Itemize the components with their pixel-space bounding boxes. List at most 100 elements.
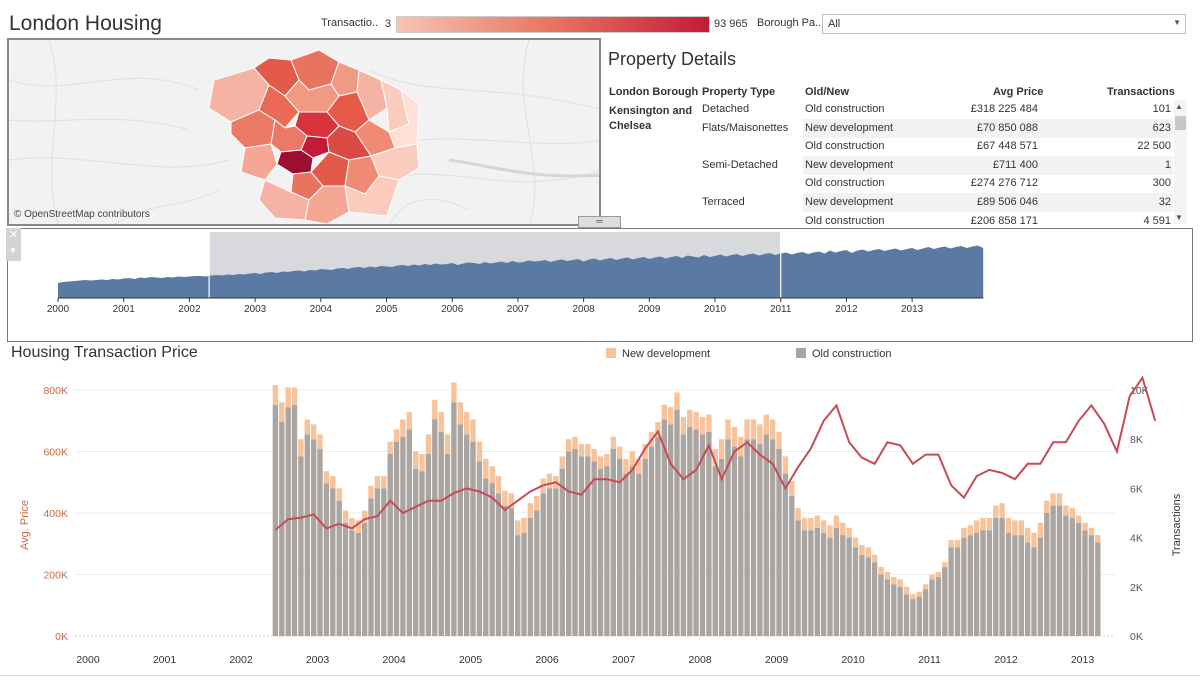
- bar-new-development[interactable]: [349, 517, 355, 531]
- bar-new-development[interactable]: [311, 424, 317, 440]
- bar-new-development[interactable]: [642, 444, 648, 459]
- bar-old-construction[interactable]: [381, 488, 387, 636]
- legend-swatch-new[interactable]: [606, 348, 616, 358]
- bar-new-development[interactable]: [712, 449, 718, 467]
- bar-old-construction[interactable]: [349, 530, 355, 636]
- bar-old-construction[interactable]: [1082, 530, 1088, 636]
- bar-old-construction[interactable]: [865, 557, 871, 636]
- bar-new-development[interactable]: [323, 471, 330, 484]
- bar-new-development[interactable]: [980, 517, 986, 531]
- bar-old-construction[interactable]: [1095, 542, 1101, 637]
- col-old-new[interactable]: Old/New: [805, 86, 850, 98]
- bar-new-development[interactable]: [859, 545, 865, 555]
- bar-old-construction[interactable]: [336, 500, 342, 636]
- bar-new-development[interactable]: [852, 537, 859, 548]
- bar-old-construction[interactable]: [311, 439, 317, 636]
- bar-new-development[interactable]: [495, 476, 502, 494]
- bar-old-construction[interactable]: [553, 488, 559, 636]
- bar-old-construction[interactable]: [712, 466, 718, 636]
- bar-old-construction[interactable]: [687, 426, 693, 636]
- bar-new-development[interactable]: [578, 444, 585, 457]
- bar-new-development[interactable]: [546, 473, 553, 489]
- bar-new-development[interactable]: [897, 579, 903, 587]
- bar-old-construction[interactable]: [546, 488, 553, 636]
- bar-old-construction[interactable]: [279, 422, 285, 636]
- bar-old-construction[interactable]: [916, 596, 922, 636]
- bar-new-development[interactable]: [355, 520, 361, 533]
- bar-old-construction[interactable]: [891, 584, 897, 636]
- bar-new-development[interactable]: [973, 520, 980, 533]
- bar-old-construction[interactable]: [738, 456, 744, 636]
- bar-old-construction[interactable]: [903, 594, 910, 636]
- bar-new-development[interactable]: [948, 540, 954, 548]
- bar-old-construction[interactable]: [508, 508, 514, 636]
- bar-old-construction[interactable]: [597, 468, 604, 636]
- bar-old-construction[interactable]: [1012, 535, 1018, 636]
- bar-new-development[interactable]: [680, 417, 687, 435]
- borough-shapes[interactable]: [208, 49, 420, 224]
- bar-new-development[interactable]: [342, 510, 349, 523]
- bar-new-development[interactable]: [744, 419, 750, 440]
- bar-old-construction[interactable]: [718, 458, 725, 636]
- bar-old-construction[interactable]: [521, 532, 527, 636]
- bar-old-construction[interactable]: [610, 449, 616, 636]
- bar-old-construction[interactable]: [929, 579, 935, 636]
- bar-new-development[interactable]: [451, 382, 457, 403]
- col-avg-price[interactable]: Avg Price: [993, 86, 1044, 98]
- bar-old-construction[interactable]: [617, 458, 623, 636]
- bar-old-construction[interactable]: [1037, 537, 1044, 636]
- bar-old-construction[interactable]: [1056, 505, 1063, 636]
- bar-new-development[interactable]: [432, 399, 438, 420]
- bar-old-construction[interactable]: [674, 409, 680, 636]
- bar-new-development[interactable]: [942, 562, 948, 568]
- bar-new-development[interactable]: [801, 517, 808, 531]
- bar-new-development[interactable]: [425, 434, 432, 454]
- table-row[interactable]: [803, 193, 1173, 212]
- legend-label-old[interactable]: Old construction: [812, 348, 892, 360]
- bar-new-development[interactable]: [387, 441, 393, 454]
- col-london-borough[interactable]: London Borough: [609, 86, 699, 98]
- bar-old-construction[interactable]: [464, 434, 470, 636]
- bar-old-construction[interactable]: [489, 483, 495, 637]
- bar-old-construction[interactable]: [782, 473, 789, 636]
- scroll-up-icon[interactable]: ▲: [1175, 102, 1183, 111]
- bar-new-development[interactable]: [661, 404, 667, 420]
- bar-old-construction[interactable]: [910, 599, 916, 636]
- bar-old-construction[interactable]: [362, 522, 368, 636]
- bar-new-development[interactable]: [291, 387, 298, 405]
- bar-new-development[interactable]: [903, 586, 910, 595]
- timeline-area[interactable]: [58, 245, 984, 299]
- bar-new-development[interactable]: [1075, 515, 1082, 523]
- bar-old-construction[interactable]: [744, 439, 750, 636]
- bar-new-development[interactable]: [1056, 493, 1063, 506]
- bar-old-construction[interactable]: [400, 436, 406, 636]
- bar-new-development[interactable]: [489, 466, 495, 484]
- bar-old-construction[interactable]: [1088, 535, 1095, 636]
- bar-old-construction[interactable]: [566, 451, 572, 637]
- bar-new-development[interactable]: [846, 527, 852, 538]
- bar-old-construction[interactable]: [750, 439, 757, 636]
- bar-new-development[interactable]: [1018, 520, 1024, 536]
- bar-new-development[interactable]: [1031, 532, 1037, 548]
- bar-new-development[interactable]: [674, 392, 680, 410]
- bar-old-construction[interactable]: [438, 431, 444, 636]
- bar-old-construction[interactable]: [540, 493, 546, 636]
- bar-old-construction[interactable]: [763, 434, 769, 636]
- bar-new-development[interactable]: [999, 503, 1005, 518]
- bar-new-development[interactable]: [693, 412, 699, 430]
- bar-old-construction[interactable]: [814, 527, 820, 636]
- bar-new-development[interactable]: [362, 510, 368, 523]
- bar-new-development[interactable]: [808, 517, 814, 531]
- bar-old-construction[interactable]: [368, 498, 374, 636]
- col-transactions[interactable]: Transactions: [1107, 86, 1175, 98]
- bar-old-construction[interactable]: [527, 517, 534, 636]
- bar-new-development[interactable]: [782, 456, 789, 474]
- bar-new-development[interactable]: [795, 508, 801, 521]
- panel-resize-handle[interactable]: ═: [578, 216, 621, 228]
- bar-new-development[interactable]: [400, 419, 406, 437]
- bar-new-development[interactable]: [731, 426, 738, 447]
- bar-new-development[interactable]: [655, 422, 661, 437]
- bar-old-construction[interactable]: [967, 535, 973, 636]
- bar-new-development[interactable]: [304, 419, 310, 435]
